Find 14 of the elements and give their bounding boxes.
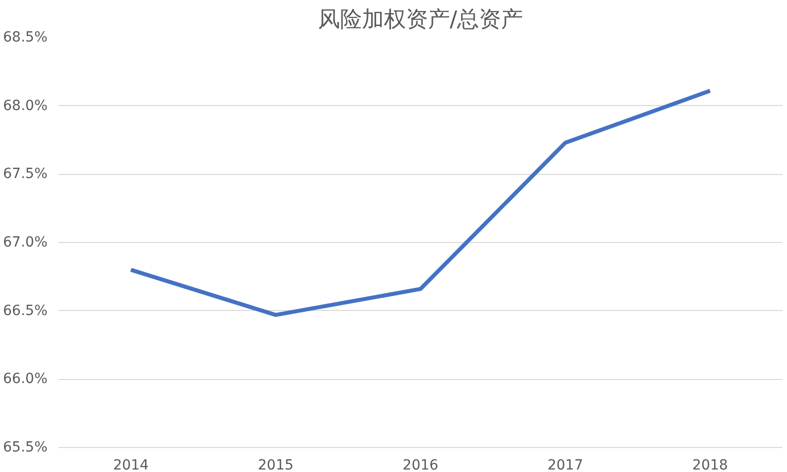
y-tick-label: 66.5% bbox=[3, 302, 48, 319]
y-tick-label: 68.0% bbox=[3, 98, 48, 114]
chart-title: 风险加权资产/总资产 bbox=[318, 8, 524, 32]
x-tick-label: 2015 bbox=[258, 458, 294, 472]
x-tick-label: 2018 bbox=[692, 458, 728, 472]
x-tick-label: 2016 bbox=[402, 458, 438, 472]
y-tick-label: 65.5% bbox=[3, 440, 48, 456]
y-tick-label: 67.0% bbox=[3, 234, 48, 250]
y-tick-label: 66.0% bbox=[3, 371, 48, 388]
y-tick-label: 67.5% bbox=[3, 166, 48, 182]
y-tick-label: 68.5% bbox=[3, 30, 48, 46]
line-series bbox=[128, 88, 712, 317]
x-tick-label: 2017 bbox=[547, 458, 584, 472]
x-tick-label: 2014 bbox=[113, 458, 149, 472]
